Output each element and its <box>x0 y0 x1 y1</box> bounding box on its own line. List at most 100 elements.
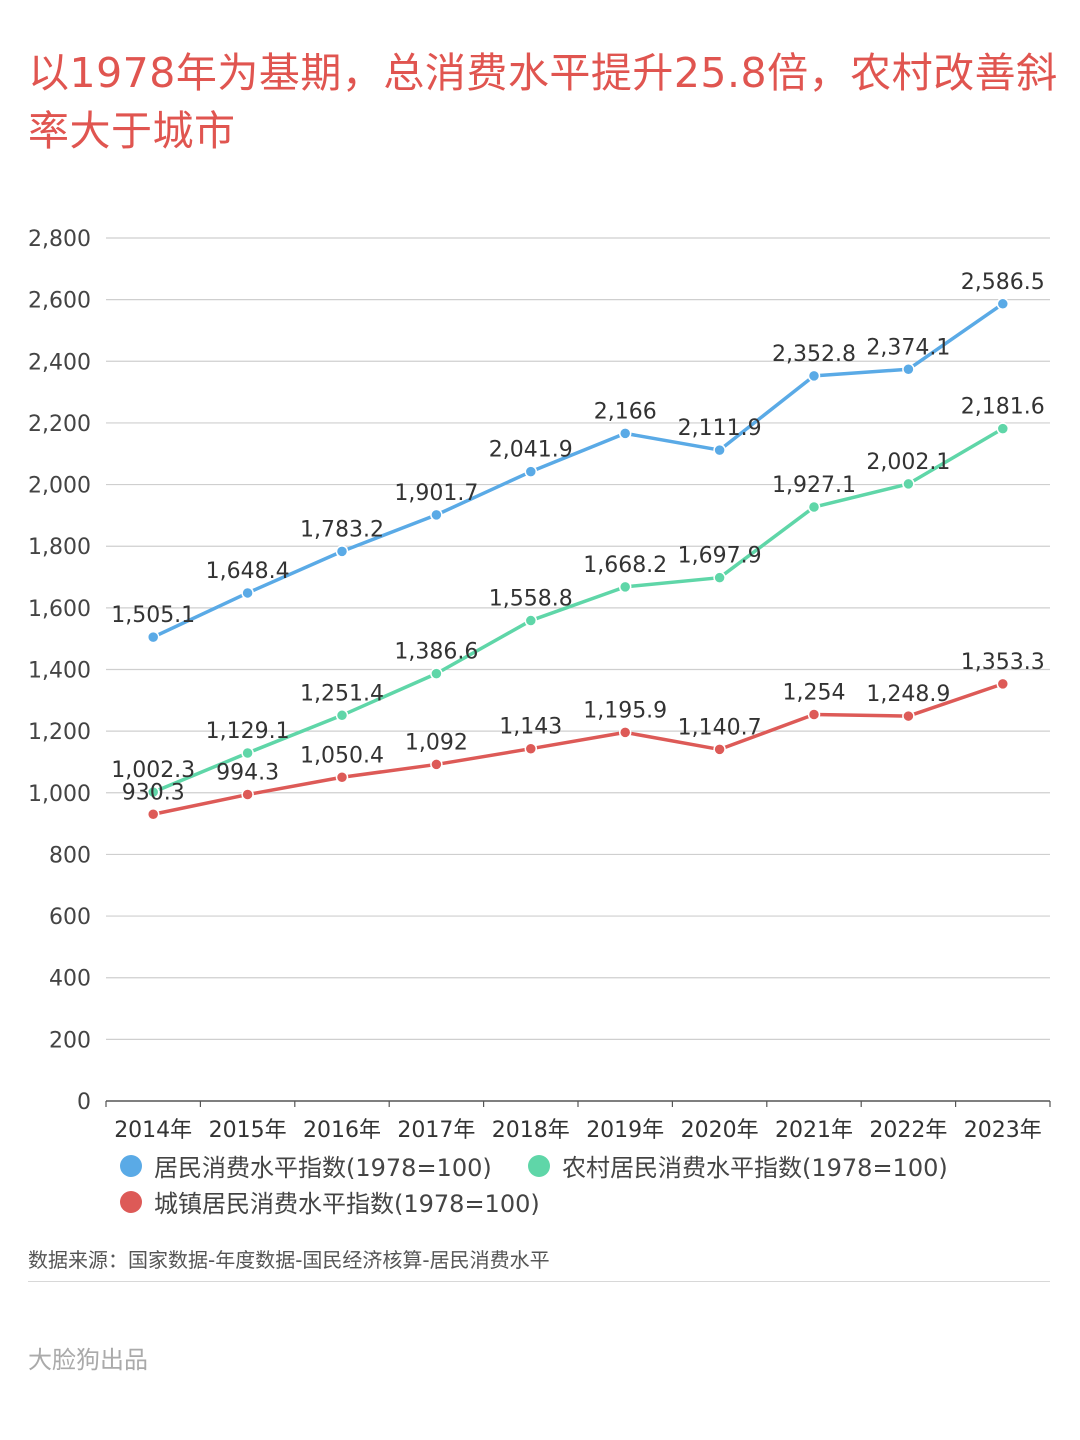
data-label: 1,697.9 <box>678 544 762 569</box>
data-point <box>618 580 632 594</box>
data-point <box>335 545 349 558</box>
x-tick-label: 2017年 <box>397 1118 475 1143</box>
data-point <box>713 571 726 584</box>
data-point <box>241 586 254 600</box>
data-point <box>996 297 1010 311</box>
data-point <box>713 443 726 457</box>
data-label: 1,050.4 <box>300 743 384 768</box>
legend-label: 农村居民消费水平指数(1978=100) <box>562 1154 948 1182</box>
data-label: 2,352.8 <box>772 342 856 367</box>
data-point <box>430 667 443 680</box>
data-label: 1,251.4 <box>300 681 384 706</box>
series-line-1 <box>152 302 1004 639</box>
data-labels: 1,505.1 1,648.4 1,783.2 1,901.7 2,041.9 2,166… <box>111 270 1045 805</box>
series-line-2 <box>152 427 1004 794</box>
data-label: 1,558.8 <box>489 587 573 612</box>
x-tick-label: 2019年 <box>586 1118 664 1143</box>
y-axis: 0 200 400 600 800 1,000 1,200 1,400 1,600 1,800 2,… <box>28 227 91 1115</box>
data-point <box>996 422 1010 435</box>
data-point <box>618 427 632 440</box>
x-axis: 2014年 2015年 2016年 2017年 2018年 2019年 2020年 2021年… <box>105 1101 1051 1143</box>
data-point <box>430 758 443 771</box>
data-point <box>524 742 538 755</box>
x-tick-label: 2020年 <box>681 1118 759 1143</box>
line-chart: 0 200 400 600 800 1,000 1,200 1,400 1,600 1,800 2,… <box>28 227 1051 1143</box>
chart-title: 以1978年为基期，总消费水平提升25.8倍，农村改善斜率大于城市 <box>28 49 1058 155</box>
legend-item[interactable]: 农村居民消费水平指数(1978=100) <box>528 1148 948 1183</box>
data-label: 1,927.1 <box>772 473 856 498</box>
y-tick-label: 1,400 <box>28 659 91 684</box>
legend-item[interactable]: 城镇居民消费水平指数(1978=100) <box>120 1184 540 1219</box>
y-tick-label: 800 <box>49 843 91 868</box>
data-point <box>241 746 254 760</box>
legend-label: 居民消费水平指数(1978=100) <box>154 1154 492 1182</box>
data-point <box>335 709 349 722</box>
x-tick-label: 2016年 <box>303 1118 381 1143</box>
data-source: 数据来源：国家数据-年度数据-国民经济核算-居民消费水平 <box>28 1248 550 1272</box>
x-tick-label: 2022年 <box>869 1118 947 1143</box>
data-point <box>807 500 821 514</box>
data-label: 1,140.7 <box>678 715 762 740</box>
divider <box>28 1281 1050 1282</box>
x-tick-label: 2015年 <box>209 1118 287 1143</box>
legend-marker <box>528 1154 550 1177</box>
y-tick-label: 2,600 <box>28 289 91 314</box>
y-tick-label: 600 <box>49 905 91 930</box>
data-label: 994.3 <box>216 761 279 786</box>
legend-item[interactable]: 居民消费水平指数(1978=100) <box>120 1148 492 1183</box>
x-tick-label: 2021年 <box>775 1118 853 1143</box>
data-label: 2,002.1 <box>866 450 950 475</box>
data-point <box>146 808 160 821</box>
y-tick-label: 0 <box>77 1090 91 1115</box>
data-point <box>996 677 1010 691</box>
data-label: 1,505.1 <box>111 603 195 628</box>
data-label: 1,195.9 <box>583 698 667 723</box>
data-point <box>713 743 726 756</box>
data-label: 2,041.9 <box>489 438 573 463</box>
data-label: 1,783.2 <box>300 517 384 542</box>
legend-marker <box>120 1154 142 1177</box>
y-tick-label: 2,400 <box>28 350 91 375</box>
data-label: 2,166 <box>594 399 657 424</box>
series-line-3 <box>152 682 1004 816</box>
data-label: 1,254 <box>783 680 846 705</box>
data-label: 1,092 <box>405 730 468 755</box>
data-label: 2,111.9 <box>678 416 762 441</box>
y-tick-label: 2,000 <box>28 474 91 499</box>
data-label: 1,129.1 <box>206 719 290 744</box>
y-tick-label: 1,800 <box>28 535 91 560</box>
data-label: 1,386.6 <box>394 640 478 665</box>
data-point <box>902 363 915 376</box>
data-point <box>146 785 160 799</box>
y-tick-label: 400 <box>49 967 91 992</box>
footer-credit: 大脸狗出品 <box>28 1346 148 1374</box>
data-point <box>335 771 349 784</box>
data-point <box>524 465 538 478</box>
x-tick-label: 2014年 <box>114 1118 192 1143</box>
data-point <box>430 508 443 522</box>
data-label: 1,002.3 <box>111 758 195 783</box>
data-point <box>618 726 632 739</box>
data-label: 1,648.4 <box>206 559 290 584</box>
data-point <box>146 630 160 644</box>
data-label: 1,353.3 <box>961 650 1045 675</box>
y-tick-label: 1,000 <box>28 782 91 807</box>
y-tick-label: 2,200 <box>28 412 91 437</box>
data-point <box>807 708 821 721</box>
data-label: 1,668.2 <box>583 553 667 578</box>
data-label: 1,248.9 <box>866 682 950 707</box>
legend-label: 城镇居民消费水平指数(1978=100) <box>154 1190 540 1218</box>
y-tick-label: 1,600 <box>28 597 91 622</box>
series-group <box>146 297 1010 821</box>
data-point <box>807 369 821 383</box>
data-point <box>902 709 915 723</box>
data-label: 1,143 <box>499 715 562 740</box>
x-tick-label: 2018年 <box>492 1118 570 1143</box>
data-label: 930.3 <box>122 780 185 805</box>
y-tick-label: 1,200 <box>28 720 91 745</box>
y-tick-label: 2,800 <box>28 227 91 252</box>
data-label: 2,374.1 <box>866 335 950 360</box>
data-label: 2,181.6 <box>961 395 1045 420</box>
y-tick-label: 200 <box>49 1028 91 1053</box>
x-tick-label: 2023年 <box>964 1118 1042 1143</box>
